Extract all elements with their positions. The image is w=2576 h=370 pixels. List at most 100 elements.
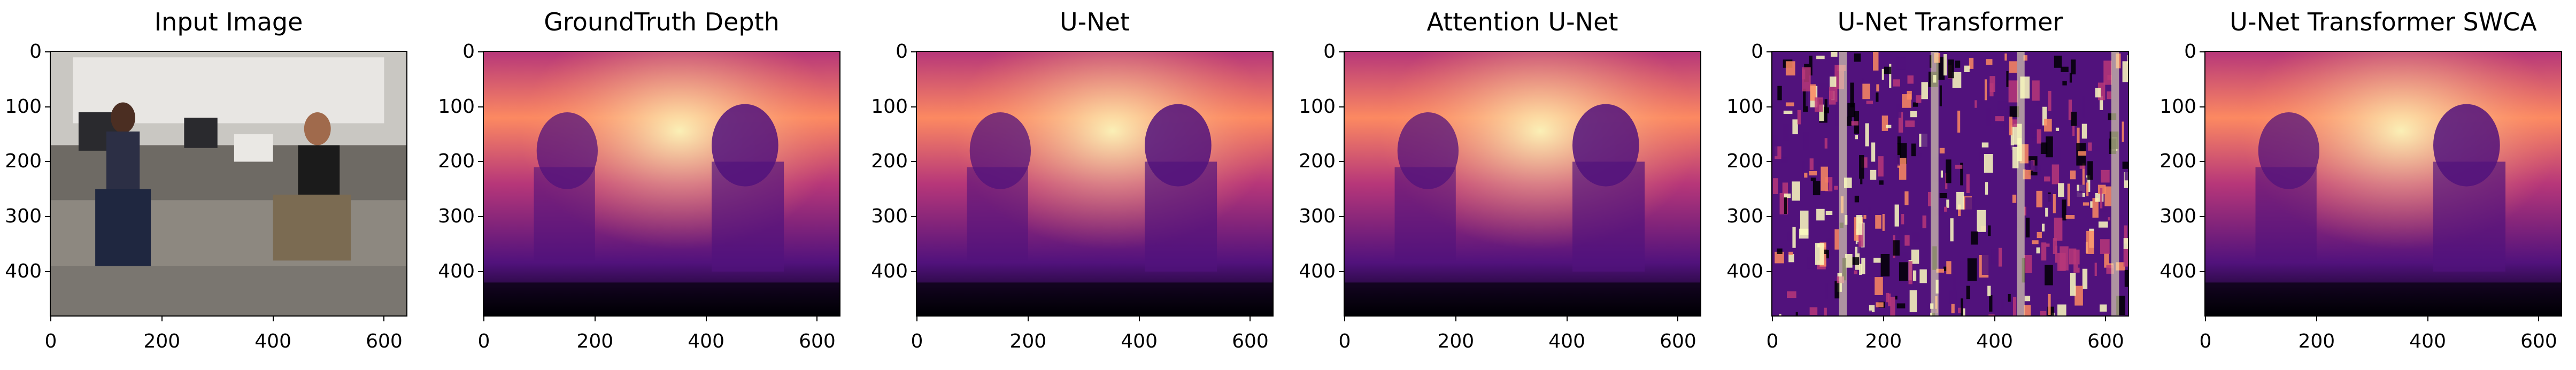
depth-map [2205,52,2561,315]
figure-panel: U-Net Transformer SWCA 0 100 200 300 400 0 200… [2155,0,2561,370]
x-tick-label: 0 [1338,330,1351,352]
depth-map [1345,52,1700,315]
y-tick-mark [478,271,484,272]
y-tick-label: 400 [2159,260,2196,282]
y-tick-label: 300 [1299,205,1336,228]
x-tick-label: 200 [143,330,181,352]
y-tick-mark [1767,161,1772,163]
x-tick-mark [705,315,707,321]
y-tick-label: 400 [871,260,908,282]
figure-panel: GroundTruth Depth 0 100 200 300 400 0 200 400 60… [433,0,839,370]
photo-of-office-scene [51,52,406,315]
noisy-depth-map [1772,52,2128,315]
y-tick-mark [2200,161,2205,163]
x-tick-mark [50,315,51,321]
y-tick-label: 300 [438,205,475,228]
panel-title: Input Image [154,7,303,36]
x-tick-mark [1883,315,1884,321]
y-tick-label: 100 [871,95,908,118]
depth-map [917,52,1272,315]
y-tick-mark [478,106,484,107]
y-tick-label: 400 [1726,260,1763,282]
y-tick-mark [911,51,917,52]
x-tick-mark [1138,315,1140,321]
x-tick-mark [2538,315,2540,321]
y-tick-label: 100 [2159,95,2196,118]
y-tick-label: 300 [1726,205,1763,228]
y-tick-mark [1339,216,1345,218]
x-tick-mark [2105,315,2107,321]
x-tick-mark [1455,315,1456,321]
x-tick-label: 600 [1232,330,1269,352]
y-tick-label: 300 [2159,205,2196,228]
x-tick-label: 200 [1865,330,1902,352]
x-tick-mark [1344,315,1345,321]
y-tick-mark [1767,51,1772,52]
panel-title: U-Net [1059,7,1130,36]
y-tick-mark [1767,106,1772,107]
x-tick-label: 400 [688,330,724,352]
y-tick-label: 0 [1751,41,1763,63]
y-tick-mark [478,51,484,52]
x-tick-label: 200 [2298,330,2335,352]
x-tick-mark [1994,315,1995,321]
y-tick-label: 200 [1299,150,1336,173]
y-tick-mark [45,51,51,52]
x-tick-label: 400 [1548,330,1585,352]
x-tick-label: 600 [2520,330,2557,352]
y-tick-label: 100 [438,95,475,118]
y-tick-mark [2200,271,2205,272]
x-tick-label: 0 [911,330,923,352]
y-tick-mark [1339,51,1345,52]
x-tick-mark [1772,315,1773,321]
x-tick-label: 600 [2087,330,2124,352]
x-tick-label: 400 [2409,330,2446,352]
y-tick-label: 200 [5,150,42,173]
x-tick-label: 600 [1660,330,1696,352]
x-tick-label: 0 [44,330,57,352]
x-tick-mark [483,315,484,321]
y-tick-mark [2200,106,2205,107]
x-tick-mark [1677,315,1679,321]
y-tick-mark [1767,271,1772,272]
y-tick-mark [1339,161,1345,163]
x-tick-label: 200 [1437,330,1475,352]
x-tick-mark [1250,315,1251,321]
x-tick-label: 200 [576,330,614,352]
x-tick-label: 0 [2199,330,2212,352]
x-tick-label: 0 [1766,330,1779,352]
y-tick-mark [911,106,917,107]
y-tick-mark [45,106,51,107]
x-tick-label: 0 [477,330,490,352]
x-tick-mark [272,315,274,321]
y-tick-label: 0 [896,41,908,63]
y-tick-mark [911,216,917,218]
y-tick-label: 0 [2184,41,2196,63]
y-tick-label: 400 [438,260,475,282]
y-tick-label: 400 [5,260,42,282]
y-tick-mark [1339,106,1345,107]
depth-map [484,52,839,315]
y-tick-mark [911,161,917,163]
y-tick-label: 200 [2159,150,2196,173]
x-tick-mark [383,315,385,321]
x-tick-mark [2427,315,2428,321]
y-tick-label: 100 [1299,95,1336,118]
y-tick-label: 400 [1299,260,1336,282]
panel-title: GroundTruth Depth [544,7,780,36]
x-tick-label: 600 [366,330,403,352]
y-tick-label: 0 [462,41,475,63]
y-tick-mark [911,271,917,272]
x-tick-mark [1566,315,1568,321]
x-tick-label: 400 [1976,330,2013,352]
y-tick-label: 100 [1726,95,1763,118]
y-tick-label: 200 [1726,150,1763,173]
panel-title: U-Net Transformer SWCA [2230,7,2537,36]
y-tick-mark [1339,271,1345,272]
x-tick-mark [916,315,917,321]
x-tick-label: 200 [1009,330,1047,352]
y-tick-mark [45,216,51,218]
figure-panel: Attention U-Net 0 100 200 300 400 0 200 400 600 [1294,0,1700,370]
x-tick-label: 400 [254,330,291,352]
y-tick-mark [45,271,51,272]
